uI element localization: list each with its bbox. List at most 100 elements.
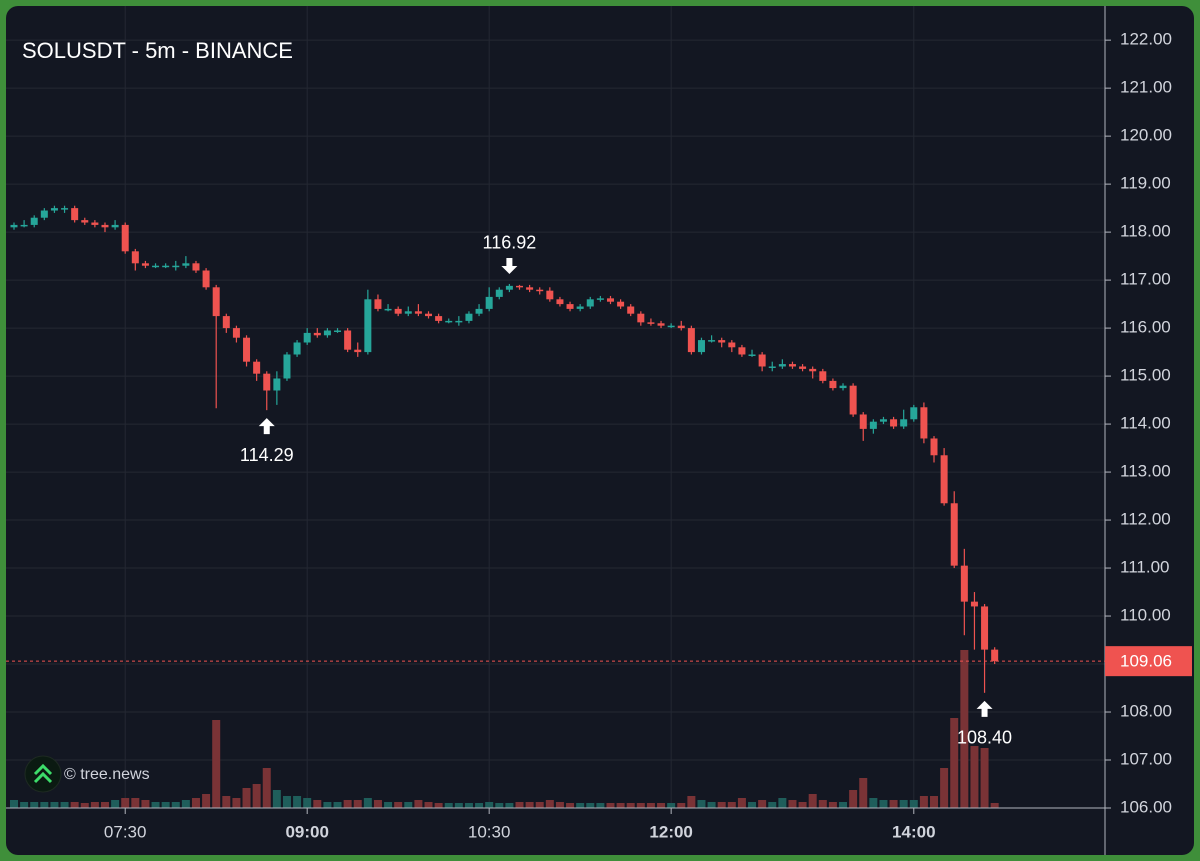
y-tick-label: 122.00	[1120, 30, 1172, 49]
y-tick-label: 110.00	[1120, 606, 1171, 625]
volume-bar	[282, 796, 291, 808]
volume-bar	[545, 800, 554, 808]
volume-bar	[454, 803, 463, 808]
volume-bar	[50, 802, 59, 808]
candle-body	[505, 285, 513, 290]
candle-body	[647, 322, 655, 324]
axes: 106.00107.00108.00109.00110.00111.00112.…	[6, 30, 1192, 841]
volume-bar	[90, 802, 99, 808]
candle-body	[222, 316, 230, 329]
volume-bar	[394, 802, 403, 808]
candle-body	[920, 407, 928, 439]
candle-body	[778, 364, 786, 367]
volume-bar	[919, 796, 928, 808]
volume-bar	[535, 802, 544, 808]
volume-bar	[899, 800, 908, 808]
volume-bar	[737, 798, 746, 808]
volume-bar	[171, 802, 180, 808]
volume-bar	[626, 803, 635, 808]
last-price-box	[1105, 646, 1192, 677]
candle-body	[586, 299, 594, 307]
volume-bar	[879, 800, 888, 808]
candle-body	[162, 265, 170, 268]
volume-bar	[262, 768, 271, 808]
candle-body	[617, 301, 625, 307]
candle-body	[516, 285, 523, 288]
candle-body	[394, 308, 402, 314]
volume-bar	[576, 803, 585, 808]
volume-bar	[555, 802, 564, 808]
candle-body	[131, 251, 139, 264]
volume-bar	[121, 798, 130, 808]
volume-bar	[363, 798, 372, 808]
candle-body	[546, 290, 554, 300]
candle-body	[435, 316, 443, 321]
volume-bar	[40, 802, 49, 808]
candle-body	[526, 287, 534, 290]
volume-bar	[70, 802, 79, 808]
volume-bar	[606, 803, 615, 808]
volume-bar	[353, 800, 362, 808]
candle-body	[263, 373, 271, 391]
candle-body	[910, 407, 918, 420]
x-tick-label: 07:30	[104, 822, 147, 841]
volume-bar	[586, 803, 595, 808]
y-tick-label: 106.00	[1120, 797, 1172, 816]
y-tick-label: 113.00	[1120, 462, 1171, 481]
volume-bar	[313, 800, 322, 808]
candle-body	[232, 328, 240, 338]
y-tick-label: 114.00	[1120, 414, 1171, 433]
candle-body	[606, 298, 614, 302]
annotation-label: 114.29	[240, 445, 294, 465]
volume-bar	[748, 802, 757, 808]
volume-bar	[596, 803, 605, 808]
candle-body	[960, 565, 968, 602]
volume-bar	[636, 803, 645, 808]
candle-body	[697, 340, 705, 353]
candle-body	[677, 325, 685, 329]
volume-bar	[566, 803, 575, 808]
candle-body	[152, 265, 160, 268]
candle-body	[283, 354, 291, 379]
candle-body	[596, 298, 604, 300]
candle-body	[900, 419, 908, 427]
candle-body	[445, 320, 453, 323]
candle-body	[243, 337, 251, 362]
volume-bar	[333, 802, 342, 808]
candle-body	[61, 208, 69, 210]
candle-body	[273, 378, 281, 391]
volume-bar	[464, 803, 473, 808]
volume-bar	[444, 803, 453, 808]
volume-bar	[697, 800, 706, 808]
y-tick-label: 116.00	[1120, 318, 1171, 337]
candle-body	[556, 299, 564, 305]
candle-body	[718, 340, 726, 343]
watermark-icon	[33, 763, 53, 784]
y-tick-label: 119.00	[1120, 174, 1171, 193]
watermark: © tree.news	[24, 755, 150, 793]
volume-bar	[485, 802, 494, 808]
volume-bar	[272, 790, 281, 808]
chart-title: SOLUSDT - 5m - BINANCE	[22, 38, 293, 63]
volume-bar	[839, 802, 848, 808]
volume-bar	[808, 794, 817, 808]
candle-body	[930, 438, 938, 456]
candle-body	[202, 270, 210, 288]
volume-bar	[495, 803, 504, 808]
candle-body	[809, 368, 817, 372]
candle-body	[364, 299, 372, 353]
volume-bar	[828, 802, 837, 808]
volume-bar	[859, 778, 868, 808]
candle-body	[728, 342, 736, 348]
volume-bar	[151, 802, 160, 808]
annotation-label: 108.40	[957, 728, 1012, 748]
y-tick-label: 111.00	[1120, 558, 1169, 577]
y-tick-label: 121.00	[1120, 78, 1172, 97]
y-tick-label: 117.00	[1120, 270, 1171, 289]
annotation-arrow	[976, 700, 993, 717]
candle-body	[253, 361, 261, 374]
candle-body	[101, 224, 109, 228]
candle-body	[182, 263, 190, 266]
candle-body	[981, 606, 989, 650]
volume-bar	[80, 803, 89, 808]
